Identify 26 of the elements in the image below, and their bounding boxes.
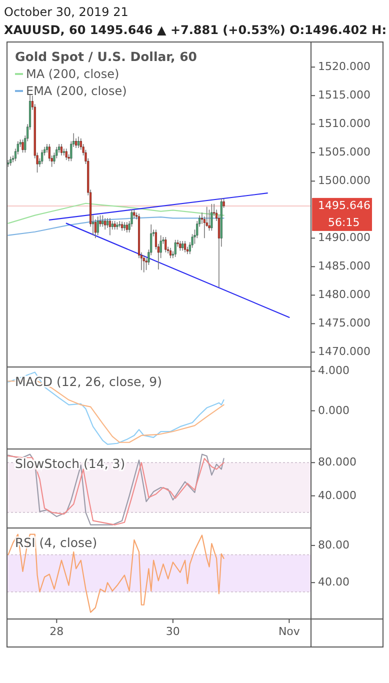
y-tick-label: 1520.000 xyxy=(318,60,370,74)
y-tick-label: 1490.000 xyxy=(318,231,370,244)
y-tick-label: 0.000 xyxy=(318,404,350,417)
text: October 30, 2019 21 xyxy=(4,5,128,19)
y-tick-label: 4.000 xyxy=(318,364,350,378)
legend-label: EMA (200, close) xyxy=(26,84,127,98)
y-tick-label: 80.000 xyxy=(318,456,356,469)
y-tick-label: 1480.000 xyxy=(318,288,370,302)
text: Gold Spot / U.S. Dollar, 60 xyxy=(15,49,198,64)
y-tick-label: 80.00 xyxy=(318,538,350,552)
y-tick-label: 40.00 xyxy=(318,576,350,589)
y-tick-label: 1485.000 xyxy=(318,260,370,273)
y-tick-label: 1505.000 xyxy=(318,146,370,159)
y-tick-label: 1515.000 xyxy=(318,88,370,102)
ref-line-label: 1495.646 xyxy=(318,198,370,212)
y-tick-label: 1470.000 xyxy=(318,345,370,358)
x-tick-label: 30 xyxy=(166,625,180,638)
x-tick-label: Nov xyxy=(278,625,300,638)
x-tick-label: 28 xyxy=(50,625,64,638)
y-tick-label: 1510.000 xyxy=(318,117,370,130)
y-tick-label: 1500.000 xyxy=(318,174,370,188)
y-tick-label: 40.000 xyxy=(318,488,356,502)
text: 56:15 xyxy=(328,216,360,229)
y-tick-label: 1475.000 xyxy=(318,316,370,330)
legend-label: MA (200, close) xyxy=(26,67,120,81)
text: XAUUSD, 60 1495.646 ▲ +7.881 (+0.53%) O:1496.402 H: xyxy=(4,23,387,37)
